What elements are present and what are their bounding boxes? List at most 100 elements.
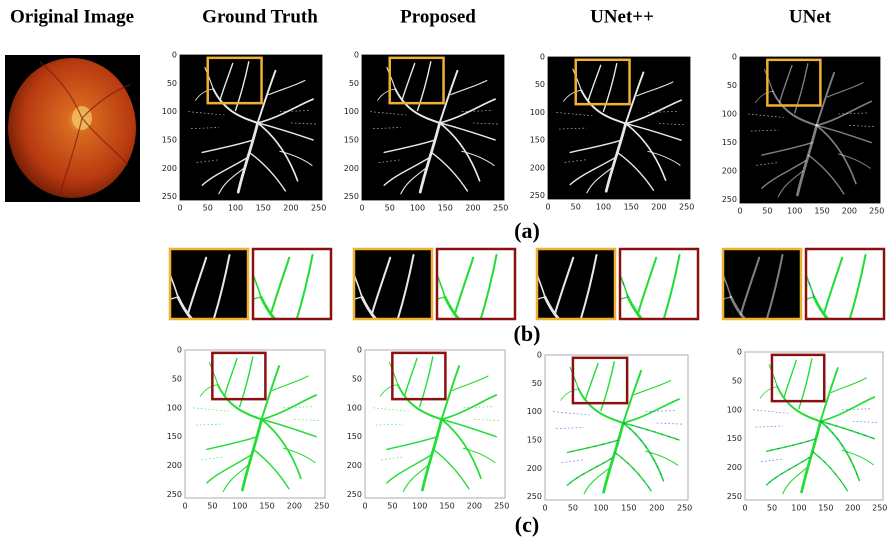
x-tick-label: 100 [596, 203, 611, 212]
y-tick-label: 0 [177, 346, 182, 355]
plot-image [365, 350, 505, 498]
x-tick-label: 250 [314, 502, 329, 511]
y-tick-label: 250 [167, 490, 182, 499]
y-tick-label: 200 [530, 163, 545, 172]
x-tick-label: 250 [869, 207, 884, 216]
x-tick-label: 50 [767, 504, 777, 513]
error-vessel [692, 350, 750, 439]
plot-image [548, 57, 690, 199]
x-tick-label: 250 [311, 204, 326, 213]
y-tick-label: 200 [344, 164, 359, 173]
x-tick-label: 50 [385, 204, 395, 213]
x-tick-label: 0 [737, 207, 742, 216]
x-tick-label: 200 [287, 502, 302, 511]
y-tick-label: 150 [167, 432, 182, 441]
plot-bg [185, 350, 325, 498]
y-tick-label: 100 [167, 403, 182, 412]
column-header: UNet++ [590, 6, 654, 27]
x-tick-label: 200 [842, 207, 857, 216]
x-tick-label: 150 [438, 204, 453, 213]
y-tick-label: 0 [537, 351, 542, 360]
y-tick-label: 250 [527, 492, 542, 501]
y-tick-label: 0 [357, 346, 362, 355]
plot-bg [365, 350, 505, 498]
y-tick-label: 250 [344, 192, 359, 201]
x-tick-label: 50 [568, 504, 578, 513]
plot-bg [548, 57, 690, 199]
small-vessel [642, 330, 686, 332]
x-tick-label: 200 [649, 504, 664, 513]
x-tick-label: 0 [359, 204, 364, 213]
x-tick-label: 100 [410, 204, 425, 213]
small-vessel [699, 357, 739, 359]
y-tick-label: 200 [347, 461, 362, 470]
y-tick-label: 250 [722, 195, 737, 204]
x-tick-label: 100 [412, 502, 427, 511]
small-vessel [275, 330, 319, 332]
y-tick-label: 250 [162, 192, 177, 201]
y-tick-label: 100 [344, 107, 359, 116]
y-tick-label: 250 [727, 492, 742, 501]
x-tick-label: 200 [467, 502, 482, 511]
plot-image [545, 355, 688, 500]
x-tick-label: 250 [677, 504, 692, 513]
plot-image [185, 350, 325, 498]
column-header: Original Image [10, 6, 134, 27]
small-vessel [142, 332, 194, 337]
y-tick-label: 150 [162, 135, 177, 144]
panel-label: (b) [514, 321, 541, 346]
small-vessel [558, 350, 594, 352]
plot-bg [740, 57, 880, 203]
y-tick-label: 150 [344, 135, 359, 144]
small-vessel [409, 332, 461, 337]
small-vessel [358, 330, 402, 332]
panel-label: (c) [515, 512, 539, 537]
y-tick-label: 250 [530, 191, 545, 200]
y-tick-label: 250 [347, 490, 362, 499]
plot-bg [362, 55, 504, 200]
y-tick-label: 50 [732, 376, 742, 385]
x-tick-label: 100 [791, 504, 806, 513]
x-tick-label: 0 [177, 204, 182, 213]
y-tick-label: 200 [527, 464, 542, 473]
x-tick-label: 150 [259, 502, 274, 511]
y-tick-label: 100 [162, 107, 177, 116]
x-tick-label: 250 [494, 502, 509, 511]
small-vessel [542, 330, 586, 332]
x-tick-label: 100 [593, 504, 608, 513]
figure: Original Image Ground Truth Proposed UNe… [0, 0, 888, 543]
y-tick-label: 100 [527, 407, 542, 416]
y-tick-label: 50 [349, 79, 359, 88]
y-tick-label: 0 [732, 53, 737, 62]
vessel [692, 350, 750, 439]
x-tick-label: 200 [651, 203, 666, 212]
y-tick-label: 150 [527, 435, 542, 444]
small-vessel [695, 332, 747, 337]
x-tick-label: 250 [872, 504, 887, 513]
plot-image [740, 57, 880, 203]
y-tick-label: 0 [540, 53, 545, 62]
x-tick-label: 50 [571, 203, 581, 212]
y-tick-label: 50 [532, 379, 542, 388]
small-vessel [844, 350, 880, 352]
x-tick-label: 50 [203, 204, 213, 213]
x-tick-label: 0 [542, 504, 547, 513]
x-tick-label: 200 [283, 204, 298, 213]
small-vessel [592, 332, 644, 337]
y-tick-label: 0 [354, 51, 359, 60]
y-tick-label: 50 [352, 374, 362, 383]
x-tick-label: 100 [787, 207, 802, 216]
plot-bg [180, 55, 322, 200]
y-tick-label: 100 [722, 110, 737, 119]
small-vessel [459, 330, 503, 332]
x-tick-label: 200 [845, 504, 860, 513]
column-header: UNet [789, 6, 832, 27]
x-tick-label: 150 [256, 204, 271, 213]
small-vessel [778, 332, 830, 337]
y-tick-label: 50 [727, 81, 737, 90]
x-tick-label: 150 [624, 203, 639, 212]
y-tick-label: 50 [167, 79, 177, 88]
y-tick-label: 50 [172, 374, 182, 383]
column-header: Ground Truth [202, 6, 318, 27]
small-vessel [828, 330, 872, 332]
